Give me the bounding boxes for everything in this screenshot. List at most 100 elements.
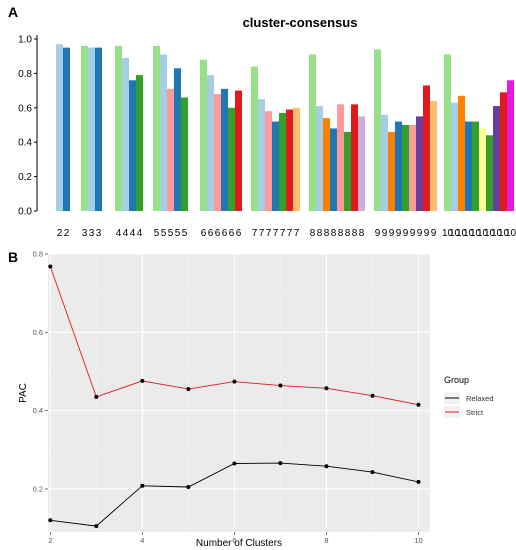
bar <box>167 88 174 211</box>
bar <box>451 102 458 211</box>
plot-background <box>48 254 430 532</box>
bar <box>351 104 358 211</box>
x-tick-label: 8 <box>310 228 316 239</box>
x-tick-label: 5 <box>161 228 167 239</box>
y-tick-label: 0.6 <box>33 328 43 337</box>
x-tick-label: 7 <box>266 228 272 239</box>
bar <box>507 80 514 211</box>
point-relaxed <box>416 479 421 484</box>
point-relaxed <box>48 518 53 523</box>
bar <box>265 111 272 211</box>
bar <box>479 128 486 211</box>
bar <box>272 121 279 211</box>
point-relaxed <box>278 461 283 466</box>
x-tick-label: 8 <box>338 228 344 239</box>
bar <box>129 80 136 211</box>
x-tick-label: 6 <box>222 228 228 239</box>
x-tick-label: 2 <box>48 536 52 545</box>
bar <box>153 45 160 211</box>
y-tick-label: 0.2 <box>18 172 32 183</box>
bar <box>286 109 293 211</box>
x-tick-label: 10 <box>477 228 489 239</box>
y-tick-label: 1.0 <box>18 35 32 46</box>
bar <box>416 116 423 211</box>
x-tick-label: 10 <box>484 228 496 239</box>
point-relaxed <box>140 483 145 488</box>
bar <box>63 47 70 211</box>
x-tick-label: 5 <box>182 228 188 239</box>
x-tick-label: 9 <box>417 228 423 239</box>
legend-label: Strict <box>466 408 484 417</box>
x-tick-label: 5 <box>154 228 160 239</box>
x-axis-title: Number of Clusters <box>196 538 282 549</box>
series-strict <box>48 264 421 407</box>
bar <box>235 90 242 211</box>
bar <box>500 92 507 211</box>
bar <box>160 54 167 212</box>
x-tick-label: 6 <box>236 228 242 239</box>
x-tick-label: 8 <box>352 228 358 239</box>
x-tick-label: 4 <box>140 536 144 545</box>
bar <box>409 125 416 211</box>
bar <box>136 75 143 212</box>
bar <box>258 99 265 211</box>
bar <box>200 59 207 211</box>
point-relaxed <box>232 461 237 466</box>
bar <box>309 54 316 212</box>
x-tick-label: 9 <box>396 228 402 239</box>
x-tick-label: 7 <box>273 228 279 239</box>
y-tick-label: 0.2 <box>33 484 43 493</box>
y-tick-label: 0.6 <box>18 103 32 114</box>
point-strict <box>278 383 283 388</box>
chart-title: cluster-consensus <box>243 15 358 30</box>
bar <box>95 47 102 211</box>
x-tick-label: 7 <box>287 228 293 239</box>
bar <box>81 45 88 211</box>
x-tick-label: 9 <box>424 228 430 239</box>
point-strict <box>416 402 421 407</box>
x-tick-label: 10 <box>449 228 461 239</box>
x-tick-label: 6 <box>208 228 214 239</box>
bar <box>316 106 323 211</box>
bar <box>472 121 479 211</box>
x-tick-label: 8 <box>317 228 323 239</box>
x-tick-label: 8 <box>331 228 337 239</box>
point-strict <box>140 378 145 383</box>
bar <box>337 104 344 211</box>
x-tick-label: 10 <box>442 228 454 239</box>
x-tick-label: 7 <box>280 228 286 239</box>
x-tick-label: 9 <box>410 228 416 239</box>
x-tick-label: 4 <box>130 228 136 239</box>
bar <box>358 116 365 211</box>
x-tick-label: 5 <box>175 228 181 239</box>
x-tick-label: 4 <box>123 228 129 239</box>
x-tick-label: 9 <box>375 228 381 239</box>
bar <box>395 121 402 211</box>
bar <box>493 106 500 211</box>
bar <box>115 45 122 211</box>
x-tick-label: 6 <box>215 228 221 239</box>
legend-label: Relaxed <box>466 394 494 403</box>
x-tick-label: 8 <box>345 228 351 239</box>
bar <box>207 75 214 212</box>
bar <box>374 49 381 211</box>
bar <box>293 107 300 211</box>
x-tick-label: 10 <box>505 228 516 239</box>
x-tick-label: 8 <box>359 228 365 239</box>
bar <box>228 107 235 211</box>
legend-title: Group <box>444 375 469 385</box>
x-tick-label: 6 <box>232 536 236 545</box>
x-tick-label: 8 <box>324 536 328 545</box>
bar <box>122 57 129 211</box>
x-tick-label: 7 <box>259 228 265 239</box>
point-relaxed <box>324 464 329 469</box>
x-tick-label: 9 <box>403 228 409 239</box>
x-tick-label: 9 <box>389 228 395 239</box>
x-tick-label: 7 <box>252 228 258 239</box>
point-strict <box>186 387 191 392</box>
